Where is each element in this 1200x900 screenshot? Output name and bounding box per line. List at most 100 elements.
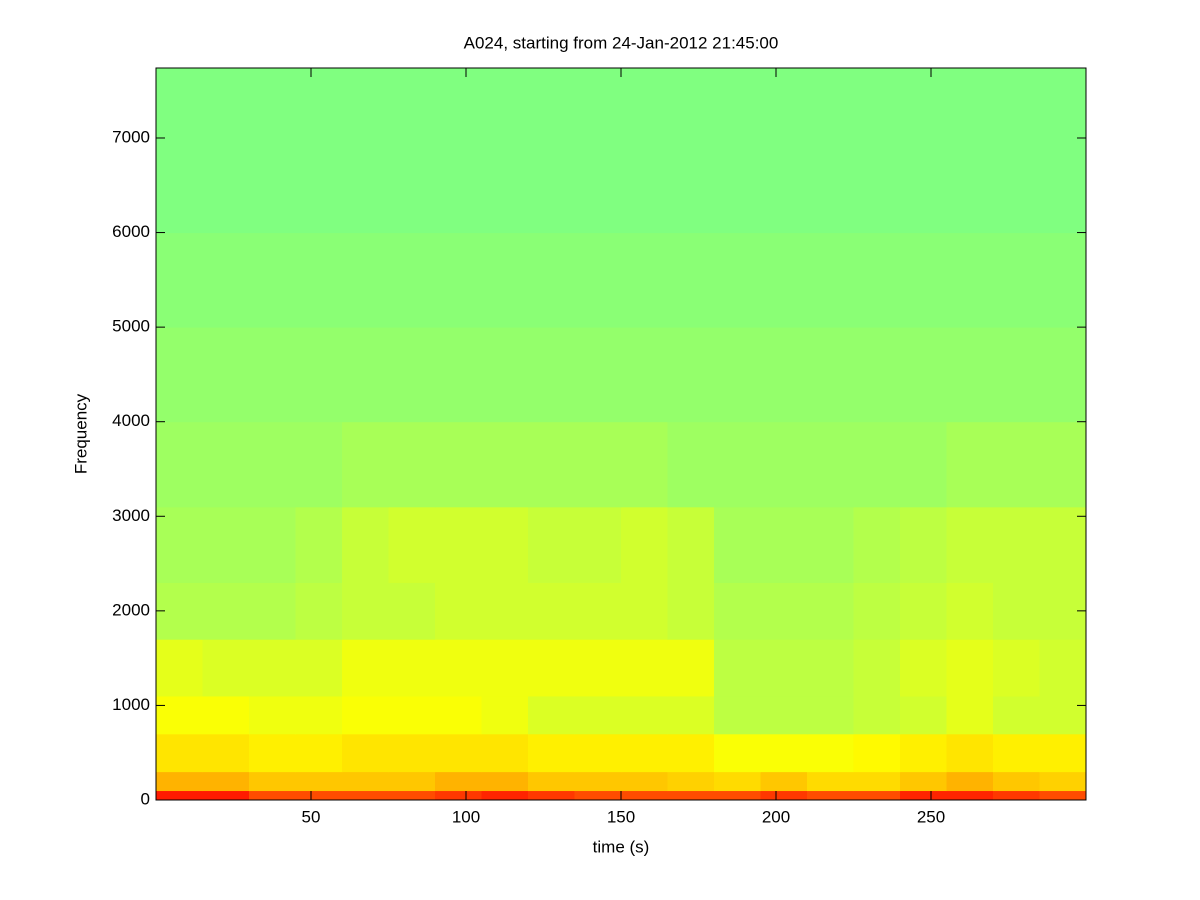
heatmap-cell: [993, 639, 1040, 697]
heatmap-cell: [295, 639, 343, 697]
heatmap-cell: [900, 506, 947, 583]
heatmap-cell: [853, 506, 901, 583]
heatmap-cell: [156, 695, 203, 735]
heatmap-cell: [295, 68, 343, 234]
heatmap-cell: [1039, 639, 1087, 697]
heatmap-cell: [993, 733, 1040, 773]
x-tick-label: 150: [607, 807, 635, 826]
heatmap-cell: [202, 506, 250, 583]
heatmap-cell: [435, 771, 482, 792]
heatmap-cell: [249, 790, 296, 801]
heatmap-cell: [342, 790, 389, 801]
heatmap-cell: [900, 582, 947, 640]
heatmap-cell: [574, 68, 622, 234]
heatmap-cell: [760, 582, 808, 640]
heatmap-cell: [621, 771, 668, 792]
heatmap-cell: [621, 421, 668, 508]
heatmap-cell: [342, 733, 389, 773]
heatmap-cell: [621, 327, 668, 423]
heatmap-cell: [760, 421, 808, 508]
heatmap-cell: [900, 421, 947, 508]
heatmap-cell: [202, 582, 250, 640]
heatmap-cell: [295, 582, 343, 640]
heatmap-cell: [481, 421, 529, 508]
heatmap-cell: [853, 582, 901, 640]
heatmap-cell: [388, 790, 436, 801]
chart-title: A024, starting from 24-Jan-2012 21:45:00: [464, 33, 779, 52]
heatmap-cell: [853, 733, 901, 773]
heatmap-cell: [946, 232, 994, 328]
heatmap-cell: [295, 327, 343, 423]
heatmap-cell: [249, 733, 296, 773]
heatmap-cell: [156, 639, 203, 697]
heatmap-cell: [760, 733, 808, 773]
heatmap-cell: [202, 327, 250, 423]
heatmap-cell: [900, 733, 947, 773]
heatmap-cell: [295, 232, 343, 328]
heatmap-cell: [807, 582, 854, 640]
heatmap-cell: [388, 327, 436, 423]
heatmap-cell: [202, 771, 250, 792]
heatmap-cell: [574, 421, 622, 508]
heatmap-cell: [946, 733, 994, 773]
heatmap-cell: [1039, 733, 1087, 773]
heatmap-cell: [249, 327, 296, 423]
heatmap-cell: [1039, 327, 1087, 423]
heatmap-cell: [760, 771, 808, 792]
heatmap-cell: [295, 421, 343, 508]
heatmap-cell: [667, 733, 715, 773]
y-tick-label: 7000: [112, 127, 150, 146]
heatmap-cell: [202, 733, 250, 773]
heatmap-cell: [342, 232, 389, 328]
heatmap-cell: [481, 506, 529, 583]
y-tick-label: 5000: [112, 317, 150, 336]
heatmap-cell: [900, 771, 947, 792]
x-axis-label: time (s): [593, 837, 650, 856]
heatmap-cell: [900, 639, 947, 697]
heatmap-cell: [993, 790, 1040, 801]
heatmap-cell: [760, 68, 808, 234]
y-axis-label: Frequency: [71, 393, 90, 474]
y-tick-label: 3000: [112, 506, 150, 525]
heatmap-cell: [202, 68, 250, 234]
heatmap-cell: [667, 232, 715, 328]
heatmap-cell: [667, 695, 715, 735]
heatmap-cell: [528, 68, 575, 234]
heatmap-cell: [853, 421, 901, 508]
heatmap-cell: [295, 695, 343, 735]
heatmap-cell: [249, 232, 296, 328]
heatmap-cell: [853, 771, 901, 792]
heatmap-cell: [202, 790, 250, 801]
heatmap-cell: [388, 695, 436, 735]
heatmap-cell: [156, 771, 203, 792]
heatmap-cell: [807, 421, 854, 508]
heatmap-cell: [342, 639, 389, 697]
heatmap: [156, 68, 1087, 801]
heatmap-cell: [295, 771, 343, 792]
heatmap-cell: [807, 790, 854, 801]
heatmap-cell: [342, 695, 389, 735]
heatmap-cell: [714, 506, 761, 583]
heatmap-cell: [667, 771, 715, 792]
heatmap-cell: [435, 582, 482, 640]
heatmap-cell: [202, 232, 250, 328]
heatmap-cell: [760, 232, 808, 328]
heatmap-cell: [621, 639, 668, 697]
heatmap-cell: [574, 232, 622, 328]
heatmap-cell: [156, 327, 203, 423]
heatmap-cell: [667, 506, 715, 583]
heatmap-cell: [574, 639, 622, 697]
heatmap-cell: [574, 790, 622, 801]
y-tick-label: 6000: [112, 222, 150, 241]
heatmap-cell: [156, 68, 203, 234]
y-tick-label: 2000: [112, 600, 150, 619]
heatmap-cell: [388, 771, 436, 792]
heatmap-cell: [481, 639, 529, 697]
heatmap-cell: [435, 421, 482, 508]
heatmap-cell: [156, 790, 203, 801]
heatmap-cell: [760, 506, 808, 583]
heatmap-cell: [528, 232, 575, 328]
heatmap-cell: [388, 733, 436, 773]
heatmap-cell: [807, 639, 854, 697]
heatmap-cell: [807, 771, 854, 792]
